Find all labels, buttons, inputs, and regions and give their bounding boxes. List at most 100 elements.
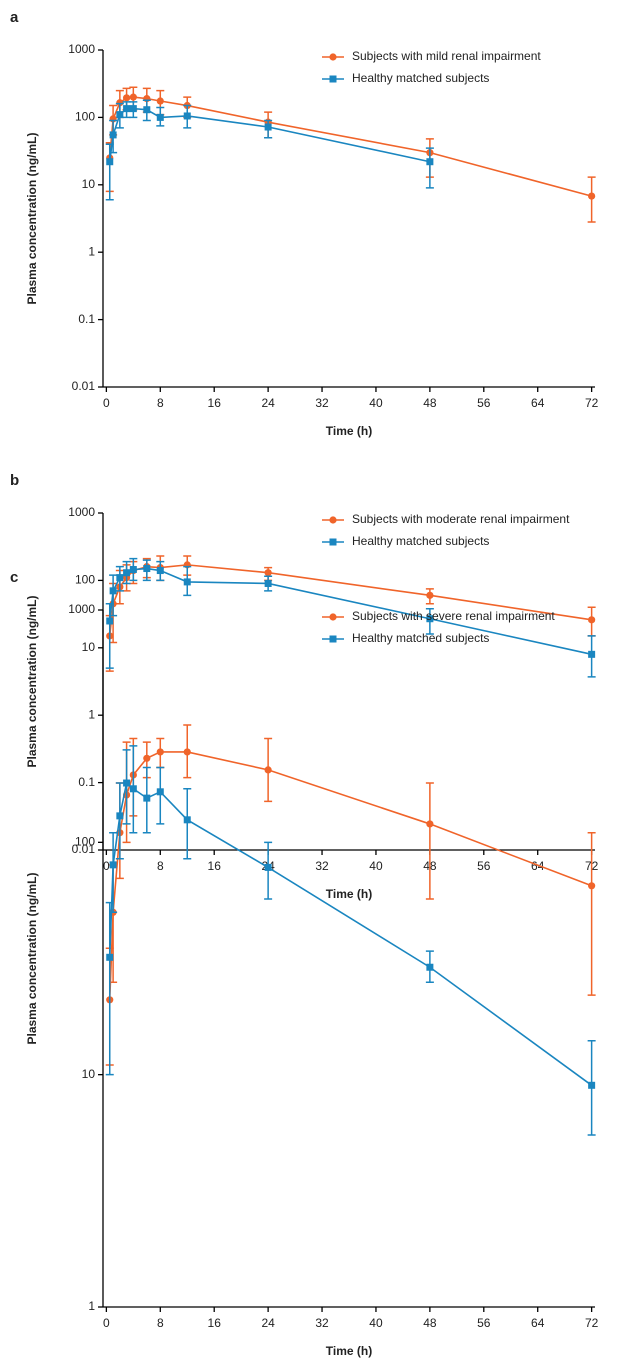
legend-label: Subjects with severe renal impairment — [352, 609, 555, 623]
x-tick-label: 16 — [208, 859, 222, 873]
x-tick-label: 56 — [477, 1316, 491, 1330]
x-tick-label: 48 — [423, 1316, 437, 1330]
x-axis-label: Time (h) — [326, 424, 372, 438]
y-tick-label: 100 — [75, 110, 95, 124]
data-point — [156, 567, 164, 575]
data-point — [183, 578, 191, 586]
y-axis-label: Plasma concentration (ng/mL) — [25, 595, 39, 767]
legend-marker — [329, 538, 337, 546]
data-point — [183, 748, 191, 756]
legend-marker — [329, 635, 337, 643]
x-tick-label: 24 — [261, 396, 275, 410]
data-point — [116, 574, 124, 582]
legend-label: Healthy matched subjects — [352, 631, 489, 645]
data-point — [116, 111, 124, 119]
data-point — [426, 158, 434, 166]
data-point — [129, 785, 137, 793]
y-axis-label: Plasma concentration (ng/mL) — [25, 132, 39, 304]
data-point — [106, 158, 114, 166]
data-point — [588, 192, 596, 200]
legend-marker — [329, 75, 337, 83]
data-point — [156, 97, 164, 105]
data-point — [116, 812, 124, 820]
data-point — [123, 779, 131, 787]
x-tick-label: 64 — [531, 396, 545, 410]
data-point — [106, 617, 114, 625]
x-tick-label: 32 — [315, 859, 329, 873]
y-tick-label: 100 — [75, 573, 95, 587]
x-tick-label: 16 — [208, 396, 222, 410]
x-tick-label: 32 — [315, 1316, 329, 1330]
series-line — [108, 751, 592, 1000]
data-point — [588, 616, 596, 624]
legend-label: Subjects with moderate renal impairment — [352, 512, 570, 526]
data-point — [264, 123, 272, 131]
data-point — [264, 766, 272, 774]
data-point — [264, 579, 272, 587]
chart-panel: b0.010.11101001000081624324048566472Time… — [10, 472, 599, 901]
data-point — [588, 650, 596, 658]
legend-marker — [329, 53, 337, 61]
x-tick-label: 56 — [477, 859, 491, 873]
panel-label: a — [10, 9, 19, 26]
x-tick-label: 16 — [208, 1316, 222, 1330]
x-tick-label: 72 — [585, 1316, 599, 1330]
y-tick-label: 0.1 — [78, 312, 95, 326]
data-point — [109, 861, 117, 869]
x-tick-label: 8 — [157, 859, 164, 873]
data-point — [588, 1081, 596, 1089]
x-tick-label: 40 — [369, 859, 383, 873]
data-point — [143, 565, 151, 573]
error-bar — [156, 766, 165, 825]
data-point — [183, 112, 191, 120]
data-point — [156, 113, 164, 121]
error-bar — [425, 147, 434, 189]
x-tick-label: 24 — [261, 1316, 275, 1330]
legend-label: Healthy matched subjects — [352, 534, 489, 548]
x-tick-label: 64 — [531, 859, 545, 873]
data-point — [426, 591, 434, 599]
data-point — [588, 882, 596, 890]
y-tick-label: 1 — [88, 707, 95, 721]
data-point — [106, 953, 114, 961]
y-tick-label: 10 — [82, 640, 96, 654]
legend-label: Subjects with mild renal impairment — [352, 49, 541, 63]
y-tick-label: 0.01 — [72, 379, 96, 393]
y-axis-label: Plasma concentration (ng/mL) — [25, 872, 39, 1044]
data-point — [143, 754, 151, 762]
series-line — [108, 107, 431, 163]
x-tick-label: 56 — [477, 396, 491, 410]
y-tick-label: 1000 — [68, 602, 95, 616]
legend-marker — [329, 613, 337, 621]
y-tick-label: 10 — [82, 1067, 96, 1081]
data-point — [109, 587, 117, 595]
y-tick-label: 100 — [75, 835, 95, 849]
data-point — [116, 99, 124, 107]
data-point — [426, 963, 434, 971]
x-axis-label: Time (h) — [326, 1344, 372, 1358]
data-point — [143, 794, 151, 802]
x-axis-label: Time (h) — [326, 887, 372, 901]
x-tick-label: 40 — [369, 1316, 383, 1330]
x-tick-label: 8 — [157, 1316, 164, 1330]
series-line — [108, 564, 592, 637]
x-tick-label: 72 — [585, 396, 599, 410]
x-tick-label: 0 — [103, 859, 110, 873]
y-tick-label: 1000 — [68, 42, 95, 56]
series-line — [108, 96, 592, 197]
data-point — [426, 820, 434, 828]
panel-label: b — [10, 472, 19, 489]
y-tick-label: 1000 — [68, 505, 95, 519]
data-point — [264, 569, 272, 577]
data-point — [129, 566, 137, 574]
x-tick-label: 32 — [315, 396, 329, 410]
error-bar — [587, 831, 596, 996]
series-line — [108, 781, 593, 1086]
x-tick-label: 48 — [423, 396, 437, 410]
legend-marker — [329, 516, 337, 524]
y-tick-label: 0.01 — [72, 842, 96, 856]
y-tick-label: 10 — [82, 177, 96, 191]
x-tick-label: 0 — [103, 1316, 110, 1330]
x-tick-label: 64 — [531, 1316, 545, 1330]
